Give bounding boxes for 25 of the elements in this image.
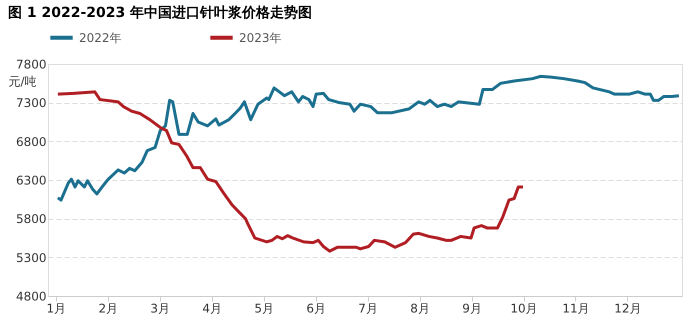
x-tick-label: 4月 [202,302,222,316]
line-series [56,90,524,253]
chart-title: 图 1 2022-2023 年中国进口针叶浆价格走势图 [8,5,312,21]
legend-label: 2023年 [239,30,282,45]
x-tick-label: 1月 [46,302,66,316]
y-tick-label: 5800 [16,212,46,226]
y-axis-title: 元/吨 [8,74,37,88]
y-tick-label: 5300 [16,250,46,265]
x-tick-label: 3月 [150,302,170,316]
legend-label: 2022年 [79,30,122,45]
y-tick-label: 6300 [16,174,46,188]
y-tick-label: 7800 [16,58,46,72]
line-series [56,74,680,202]
y-tick-label: 4800 [16,290,46,304]
x-tick-label: 6月 [306,302,326,316]
y-tick-label: 7300 [16,96,46,110]
y-tick-label: 6800 [16,134,46,149]
x-tick-label: 10月 [510,302,538,316]
x-tick-label: 11月 [562,302,590,316]
x-tick-label: 2月 [98,302,118,316]
x-tick-label: 12月 [614,302,642,316]
x-tick-label: 8月 [410,302,430,316]
x-tick-label: 9月 [462,302,482,316]
x-tick-label: 7月 [358,302,378,316]
x-tick-label: 5月 [254,302,274,316]
